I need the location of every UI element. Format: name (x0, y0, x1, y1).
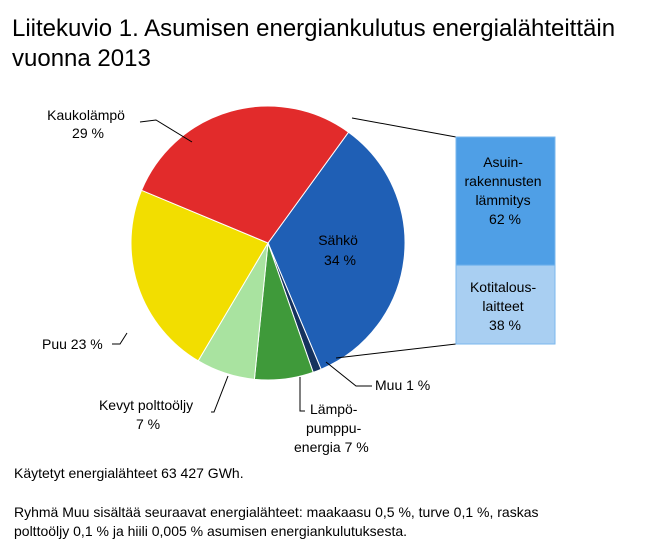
footer-note-line1: Ryhmä Muu sisältää seuraavat energialäht… (14, 504, 539, 520)
label-lampopumppu-line3: energia 7 % (294, 439, 369, 455)
label-asuin-line3: lämmitys (475, 192, 530, 208)
label-sahko-value: 34 % (324, 252, 356, 268)
label-lampopumppuenergia: Lämpö- pumppu- energia 7 % (294, 401, 369, 455)
leader-puu (112, 332, 128, 345)
chart-title-line1: Liitekuvio 1. Asumisen energiankulutus e… (12, 15, 616, 42)
label-asuin-line1: Asuin- (483, 154, 523, 170)
label-kaukolampo-value: 29 % (72, 125, 104, 141)
chart-title-line2: vuonna 2013 (12, 45, 151, 72)
connector-top (351, 117, 457, 138)
leader-lampopumppu (299, 377, 305, 412)
label-koti-line2: laitteet (482, 298, 523, 314)
footer-total: Käytetyt energialähteet 63 427 GWh. (14, 465, 244, 481)
label-kaukolampo: Kaukolämpö 29 % (47, 107, 129, 141)
label-sahko: Sähkö 34 % (318, 232, 362, 268)
leader-kaukolampo (139, 119, 193, 143)
leader-muu (325, 361, 372, 387)
pie-slice-kaukolampo (140, 105, 350, 244)
footer-note-line2: polttoöljy 0,1 % ja hiili 0,005 % asumis… (14, 523, 408, 539)
label-kevyt-polttooljy: Kevyt polttoöljy 7 % (99, 397, 197, 432)
label-puu: Puu 23 % (42, 336, 103, 352)
pie-chart: Sähkö 34 % Kaukolämpö 29 % Puu 23 % Kevy… (42, 105, 556, 455)
label-sahko-name: Sähkö (318, 232, 358, 248)
pie-slice-puu (130, 189, 269, 362)
label-lampopumppu-line2: pumppu- (306, 420, 362, 436)
pie-slices (130, 105, 406, 381)
label-kevyt-name: Kevyt polttoöljy (99, 397, 193, 413)
footer-note: Ryhmä Muu sisältää seuraavat energialäht… (14, 503, 644, 541)
label-asuin-line2: rakennusten (465, 173, 542, 189)
label-kotitalouslaitteet: Kotitalous- laitteet 38 % (470, 279, 540, 333)
label-kevyt-value: 7 % (136, 416, 160, 432)
label-asuin-value: 62 % (489, 211, 521, 227)
label-koti-value: 38 % (489, 317, 521, 333)
label-lampopumppu-line1: Lämpö- (310, 401, 358, 417)
label-asuinrakennusten-lammitys: Asuin- rakennusten lämmitys 62 % (465, 154, 546, 227)
pie-slice-sahko (267, 131, 406, 370)
breakdown-bar-asuinrakennusten-lammitys (455, 136, 556, 266)
connector-bottom (335, 343, 457, 359)
label-kaukolampo-name: Kaukolämpö (47, 107, 125, 123)
label-koti-line1: Kotitalous- (470, 279, 536, 295)
breakdown-bar-kotitalouslaitteet (455, 264, 556, 345)
label-muu: Muu 1 % (375, 377, 430, 393)
chart-title: Liitekuvio 1. Asumisen energiankulutus e… (12, 14, 642, 74)
leader-kevyt (211, 375, 229, 413)
